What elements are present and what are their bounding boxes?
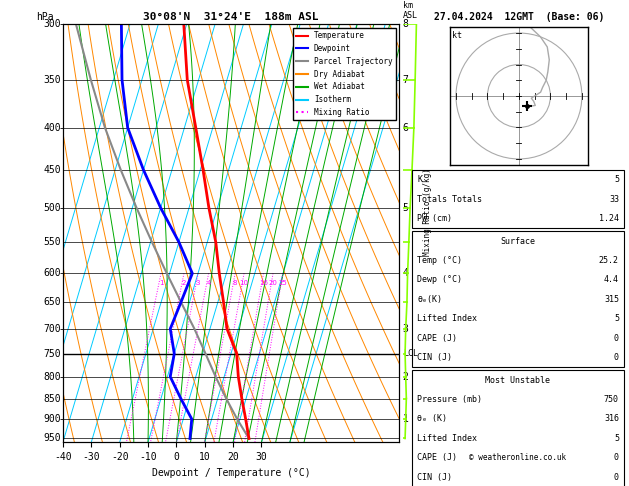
Text: 8: 8 [403,19,409,29]
Text: Lifted Index: Lifted Index [417,314,477,323]
Text: 900: 900 [43,414,61,424]
Text: 300: 300 [43,19,61,29]
Text: CIN (J): CIN (J) [417,473,452,482]
Text: 0: 0 [614,453,619,462]
Text: 16: 16 [259,280,268,286]
Text: 315: 315 [604,295,619,304]
Text: 2: 2 [403,372,409,382]
Text: 0: 0 [614,473,619,482]
Text: 4.4: 4.4 [604,276,619,284]
Text: 600: 600 [43,268,61,278]
Text: 6: 6 [403,122,409,133]
Text: Pressure (mb): Pressure (mb) [417,395,482,404]
Text: 750: 750 [604,395,619,404]
Text: 20: 20 [269,280,277,286]
Text: km
ASL: km ASL [403,0,418,20]
Text: K: K [417,175,422,184]
Text: 3: 3 [403,324,409,334]
Text: 27.04.2024  12GMT  (Base: 06): 27.04.2024 12GMT (Base: 06) [434,12,604,22]
Text: 750: 750 [43,348,61,359]
Text: 3: 3 [196,280,201,286]
Text: 500: 500 [43,203,61,213]
Legend: Temperature, Dewpoint, Parcel Trajectory, Dry Adiabat, Wet Adiabat, Isotherm, Mi: Temperature, Dewpoint, Parcel Trajectory… [293,28,396,120]
Text: CIN (J): CIN (J) [417,353,452,362]
Text: 400: 400 [43,122,61,133]
Text: 700: 700 [43,324,61,334]
Text: 25: 25 [279,280,287,286]
Text: 5: 5 [614,175,619,184]
Text: 25.2: 25.2 [599,256,619,265]
Text: 1: 1 [159,280,164,286]
Text: 850: 850 [43,394,61,403]
Text: 0: 0 [614,353,619,362]
Text: © weatheronline.co.uk: © weatheronline.co.uk [469,452,567,462]
Text: 10: 10 [240,280,248,286]
Text: Most Unstable: Most Unstable [486,376,550,384]
Text: 650: 650 [43,297,61,307]
Text: 800: 800 [43,372,61,382]
Title: 30°08'N  31°24'E  188m ASL: 30°08'N 31°24'E 188m ASL [143,12,319,22]
Text: PW (cm): PW (cm) [417,214,452,223]
Text: 5: 5 [614,434,619,443]
Text: 5: 5 [614,314,619,323]
Text: LCL: LCL [403,349,418,358]
Text: 1: 1 [403,414,409,424]
Text: 1.24: 1.24 [599,214,619,223]
Text: θₑ(K): θₑ(K) [417,295,442,304]
Text: 7: 7 [403,75,409,85]
Text: 8: 8 [233,280,237,286]
Text: kt: kt [452,31,462,40]
Text: Dewp (°C): Dewp (°C) [417,276,462,284]
Text: 0: 0 [614,334,619,343]
Text: 2: 2 [182,280,186,286]
X-axis label: Dewpoint / Temperature (°C): Dewpoint / Temperature (°C) [152,468,311,478]
Text: Mixing Ratio (g/kg): Mixing Ratio (g/kg) [423,169,432,256]
Text: 33: 33 [609,195,619,204]
Text: Temp (°C): Temp (°C) [417,256,462,265]
Text: Totals Totals: Totals Totals [417,195,482,204]
Text: 316: 316 [604,415,619,423]
Text: 550: 550 [43,237,61,247]
Text: 4: 4 [206,280,211,286]
Text: 5: 5 [403,203,409,213]
Text: θₑ (K): θₑ (K) [417,415,447,423]
Text: 4: 4 [403,268,409,278]
Text: CAPE (J): CAPE (J) [417,453,457,462]
Text: Lifted Index: Lifted Index [417,434,477,443]
Text: 950: 950 [43,434,61,444]
Text: Surface: Surface [501,237,535,245]
Text: CAPE (J): CAPE (J) [417,334,457,343]
Text: 350: 350 [43,75,61,85]
Text: hPa: hPa [36,12,53,22]
Text: 450: 450 [43,165,61,175]
